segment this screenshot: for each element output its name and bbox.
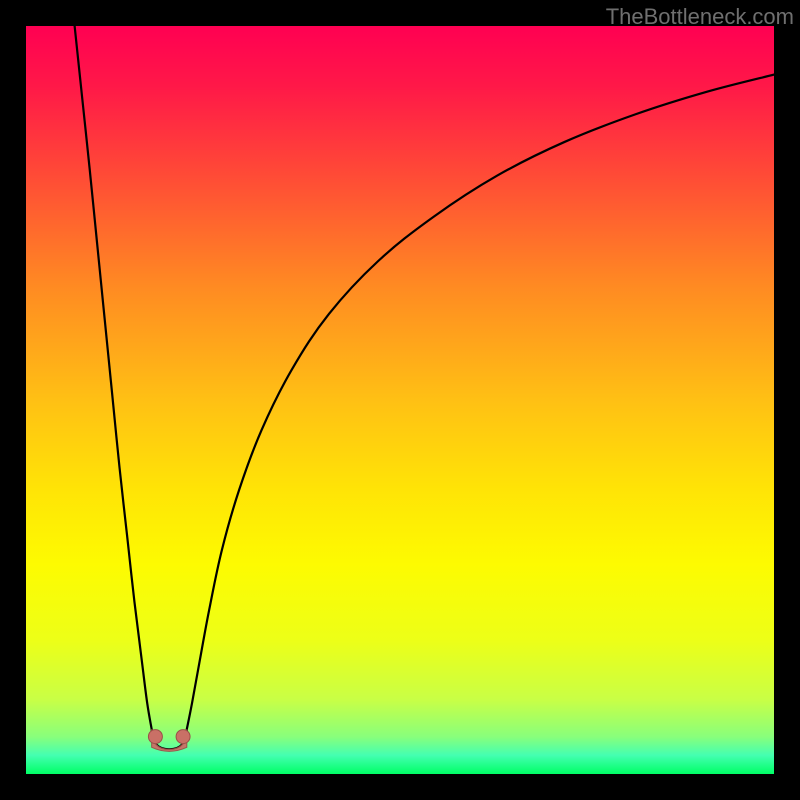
plot-area	[26, 26, 774, 774]
stage: TheBottleneck.com	[0, 0, 800, 800]
gradient-background	[26, 26, 774, 774]
watermark-text: TheBottleneck.com	[606, 0, 800, 30]
